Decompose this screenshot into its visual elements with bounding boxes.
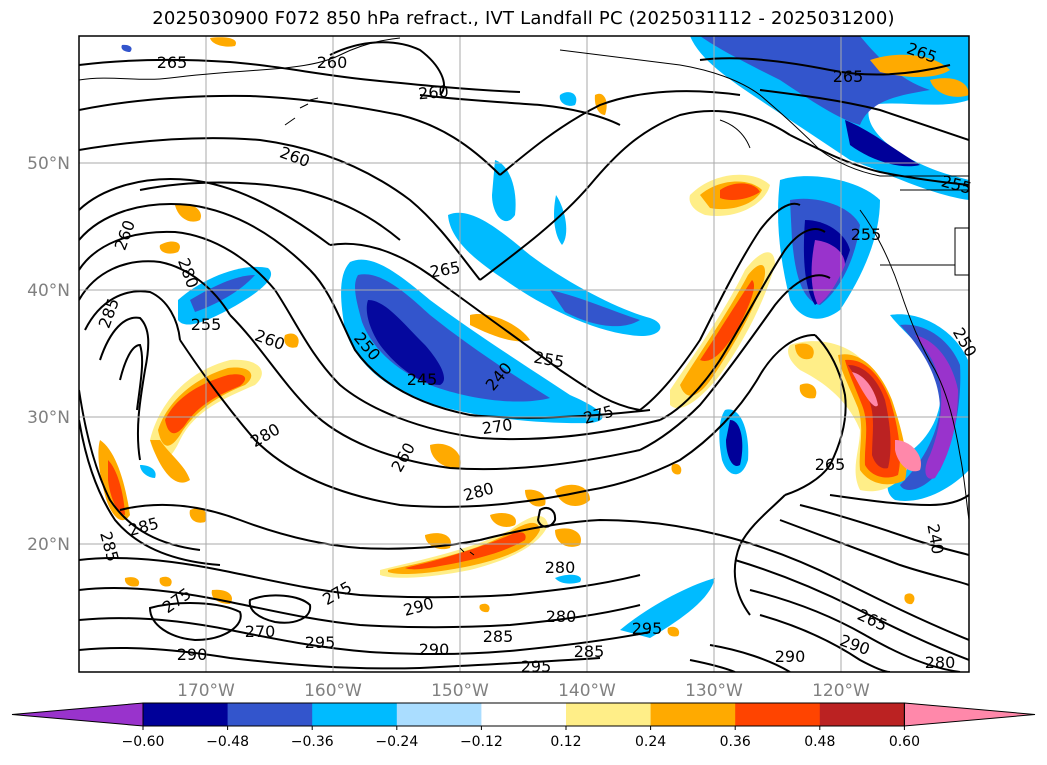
lon-label-130w: 130°W xyxy=(685,681,743,701)
graticule xyxy=(79,36,969,672)
lat-label-20n: 20°N xyxy=(27,535,70,555)
contour-label: 255 xyxy=(851,225,882,244)
contour-label: 270 xyxy=(481,415,514,438)
colorbar-segment xyxy=(312,703,398,726)
contour-label: 295 xyxy=(521,657,552,676)
colorbar-tick-label: 0.24 xyxy=(635,734,666,750)
colorbar-segment xyxy=(396,703,482,726)
contour-label: 265 xyxy=(157,53,188,72)
colorbar-tick-label: 0.12 xyxy=(550,734,581,750)
colorbar-extend-low xyxy=(11,702,144,727)
colorbar-segment xyxy=(566,703,652,726)
colorbar: −0.60 −0.48 −0.36 −0.24 −0.12 0.12 0.24 0.36 0.4… xyxy=(11,702,1036,750)
longitude-labels: 170°W 160°W 150°W 140°W 130°W 120°W xyxy=(177,681,870,701)
colorbar-segment xyxy=(481,703,567,726)
colorbar-segment xyxy=(227,703,313,726)
contour-label: 295 xyxy=(632,619,663,638)
contour-label: 295 xyxy=(305,633,336,652)
colorbar-tick-label: −0.36 xyxy=(291,734,334,750)
colorbar-tick-label: 0.48 xyxy=(804,734,835,750)
colorbar-tick-label: −0.60 xyxy=(122,734,165,750)
contour-label: 290 xyxy=(177,645,208,664)
colorbar-tick-label: 0.36 xyxy=(720,734,751,750)
lon-label-160w: 160°W xyxy=(304,681,362,701)
lon-label-120w: 120°W xyxy=(812,681,870,701)
contour-label: 280 xyxy=(545,558,576,577)
lat-label-40n: 40°N xyxy=(27,281,70,301)
colorbar-tick-label: −0.24 xyxy=(375,734,418,750)
lon-label-150w: 150°W xyxy=(431,681,489,701)
colorbar-segment xyxy=(650,703,736,726)
contour-label: 290 xyxy=(775,647,806,666)
contour-label: 265 xyxy=(833,67,864,86)
contour-label: 255 xyxy=(191,315,222,334)
colorbar-segment xyxy=(143,703,229,726)
colorbar-segment xyxy=(819,703,905,726)
contour-label: 280 xyxy=(925,653,956,672)
colorbar-extend-high xyxy=(903,702,1036,727)
contour-label: 290 xyxy=(419,640,450,659)
contour-label: 285 xyxy=(574,642,605,661)
lat-label-50n: 50°N xyxy=(27,154,70,174)
lat-label-30n: 30°N xyxy=(27,408,70,428)
colorbar-tick-label: −0.12 xyxy=(460,734,503,750)
colorbar-outline xyxy=(142,702,905,727)
contour-label: 280 xyxy=(546,607,577,626)
colorbar-segment xyxy=(735,703,821,726)
contour-label: 265 xyxy=(815,455,846,474)
contour-label: 260 xyxy=(417,82,449,104)
colorbar-tick-label: −0.48 xyxy=(206,734,249,750)
plot-frame xyxy=(78,35,970,673)
map-title: 2025030900 F072 850 hPa refract., IVT La… xyxy=(152,8,895,29)
lon-label-170w: 170°W xyxy=(177,681,235,701)
contour-label: 270 xyxy=(245,622,276,641)
latitude-labels: 50°N 40°N 30°N 20°N xyxy=(27,154,70,555)
lon-label-140w: 140°W xyxy=(558,681,616,701)
refractivity-contours xyxy=(79,41,969,672)
contour-label: 285 xyxy=(483,627,514,646)
contour-label: 245 xyxy=(407,370,438,389)
colorbar-tick-label: 0.60 xyxy=(889,734,920,750)
coastlines xyxy=(79,37,969,556)
contour-label: 260 xyxy=(317,53,348,72)
